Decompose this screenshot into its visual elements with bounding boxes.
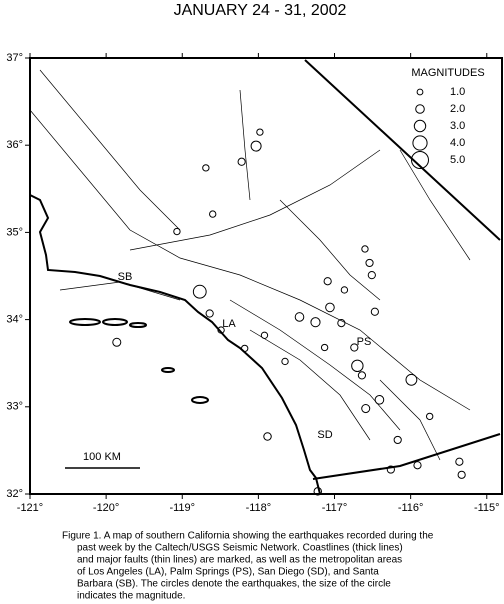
earthquake bbox=[357, 371, 367, 380]
x-tick-label: -115° bbox=[474, 502, 500, 514]
x-tick-label: -116° bbox=[398, 502, 424, 514]
legend-circle bbox=[411, 151, 429, 169]
y-tick-label: 32° bbox=[6, 488, 23, 500]
caption-line: Figure 1. A map of southern California s… bbox=[62, 531, 434, 542]
legend-label: 1.0 bbox=[450, 86, 465, 98]
earthquake bbox=[425, 412, 434, 421]
scale-label: 100 KM bbox=[83, 451, 121, 463]
earthquake bbox=[350, 343, 359, 352]
earthquake bbox=[413, 461, 422, 470]
earthquake bbox=[323, 277, 332, 286]
place-label: SB bbox=[118, 271, 133, 283]
earthquake bbox=[320, 343, 329, 352]
earthquake bbox=[351, 359, 364, 373]
earthquake bbox=[365, 258, 374, 268]
earthquake bbox=[237, 157, 246, 166]
earthquake bbox=[173, 227, 181, 236]
legend-circle bbox=[415, 104, 425, 114]
legend-label: 4.0 bbox=[450, 137, 465, 149]
coastlines bbox=[29, 59, 501, 495]
earthquake bbox=[250, 140, 262, 152]
earthquake bbox=[457, 470, 466, 479]
y-tick-label: 37° bbox=[6, 52, 23, 64]
earthquake bbox=[205, 309, 214, 318]
earthquake bbox=[202, 164, 210, 172]
earthquake bbox=[192, 284, 207, 299]
earthquake bbox=[393, 435, 402, 445]
legend-circle bbox=[413, 119, 427, 133]
earthquake bbox=[112, 337, 122, 347]
y-tick-label: 34° bbox=[6, 314, 23, 326]
legend-circle bbox=[412, 135, 428, 151]
earthquake bbox=[260, 331, 269, 339]
y-tick-label: 36° bbox=[6, 139, 23, 151]
earthquake bbox=[263, 432, 272, 441]
earthquake bbox=[340, 286, 349, 294]
x-tick-label: -121° bbox=[17, 502, 43, 514]
legend-circle bbox=[416, 88, 424, 96]
caption-line: and major faults (thin lines) are marked… bbox=[77, 555, 402, 566]
earthquake bbox=[294, 312, 305, 322]
earthquake bbox=[374, 395, 385, 405]
earthquake bbox=[325, 302, 335, 313]
x-tick-label: -119° bbox=[169, 502, 195, 514]
x-tick-label: -118° bbox=[246, 502, 272, 514]
earthquake bbox=[209, 210, 217, 218]
faults bbox=[29, 69, 471, 461]
earthquake bbox=[337, 318, 346, 328]
legend-label: 3.0 bbox=[450, 120, 465, 132]
x-tick-label: -120° bbox=[93, 502, 119, 514]
earthquake bbox=[361, 404, 371, 414]
earthquake bbox=[367, 271, 376, 280]
earthquake bbox=[256, 128, 264, 136]
earthquake bbox=[361, 245, 369, 253]
x-tick-label: -117° bbox=[322, 502, 348, 514]
caption-line: past week by the Caltech/USGS Seismic Ne… bbox=[77, 543, 403, 554]
earthquake bbox=[313, 487, 323, 496]
earthquake bbox=[281, 357, 289, 366]
title: JANUARY 24 - 31, 2002 bbox=[174, 2, 347, 19]
legend-label: 2.0 bbox=[450, 103, 465, 115]
earthquake bbox=[217, 326, 225, 334]
place-label: SD bbox=[317, 429, 332, 441]
caption-line: Barbara (SB). The circles denote the ear… bbox=[77, 579, 391, 590]
earthquake bbox=[386, 465, 395, 474]
place-label: PS bbox=[357, 336, 372, 348]
caption-line: indicates the magnitude. bbox=[77, 591, 185, 602]
earthquake bbox=[405, 373, 418, 386]
earthquake bbox=[241, 344, 249, 353]
caption-line: of Los Angeles (LA), Palm Springs (PS), … bbox=[77, 567, 379, 578]
place-label: LA bbox=[222, 318, 236, 330]
earthquake bbox=[455, 457, 464, 466]
legend-title: MAGNITUDES bbox=[411, 67, 484, 79]
earthquake bbox=[310, 317, 321, 328]
y-tick-label: 33° bbox=[6, 401, 23, 413]
earthquake bbox=[370, 307, 379, 316]
legend-label: 5.0 bbox=[450, 154, 465, 166]
y-tick-label: 35° bbox=[6, 226, 23, 238]
